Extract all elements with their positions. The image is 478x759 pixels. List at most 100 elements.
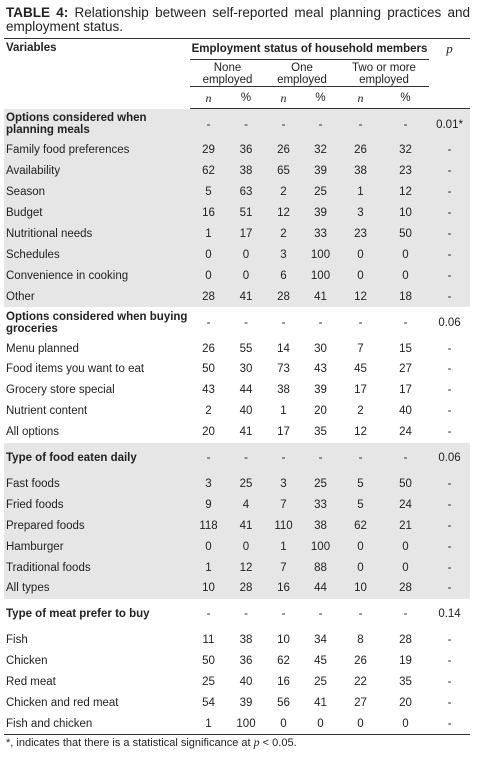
percent-cell: 28 bbox=[399, 634, 412, 647]
p-value-cell: - bbox=[447, 290, 452, 303]
count-cell: - bbox=[358, 118, 363, 131]
row-label: Fast foods bbox=[6, 478, 60, 491]
section-row: Type of meat prefer to buy - - - - - - 0.14 bbox=[4, 599, 470, 630]
count-cell: 16 bbox=[277, 582, 290, 595]
percent-cell: 25 bbox=[314, 676, 327, 689]
count-cell: - bbox=[358, 608, 363, 621]
row-label: Hamburger bbox=[6, 540, 64, 553]
percent-cell: 20 bbox=[399, 697, 412, 710]
n-header: n bbox=[339, 88, 382, 109]
table-body: Options considered when planning meals - -… bbox=[4, 108, 471, 736]
percent-cell: 55 bbox=[239, 342, 253, 355]
table-row: Fish 11 38 10 34 8 28 - bbox=[4, 630, 470, 651]
p-value-cell: - bbox=[447, 478, 452, 491]
group-header-two-plus: Two or more employed bbox=[339, 60, 430, 89]
percent-cell: 100 bbox=[310, 269, 331, 282]
percent-cell: - bbox=[318, 608, 323, 621]
percent-cell: 24 bbox=[399, 498, 412, 511]
percent-cell: 17 bbox=[239, 228, 253, 240]
percent-cell: 41 bbox=[239, 426, 253, 439]
percent-cell: - bbox=[318, 452, 323, 465]
row-label: Fish bbox=[6, 634, 28, 647]
p-value-cell: - bbox=[447, 269, 452, 282]
count-cell: 10 bbox=[277, 634, 290, 647]
count-cell: 62 bbox=[202, 165, 215, 178]
percent-cell: 44 bbox=[239, 384, 253, 397]
count-cell: 2 bbox=[205, 405, 212, 418]
count-cell: 26 bbox=[354, 655, 367, 668]
row-label: Budget bbox=[6, 207, 43, 220]
count-cell: 16 bbox=[277, 676, 290, 689]
count-cell: 14 bbox=[277, 342, 290, 355]
count-cell: 17 bbox=[354, 384, 367, 397]
row-label: All types bbox=[6, 582, 50, 595]
p-value-cell: - bbox=[447, 144, 452, 157]
percent-cell: 33 bbox=[314, 498, 327, 511]
variables-header: Variables bbox=[4, 38, 190, 109]
p-value-cell: - bbox=[447, 342, 452, 355]
table-row: All options 20 41 17 35 12 24 - bbox=[4, 422, 470, 443]
table-row: Hamburger 0 0 1 100 0 0 - bbox=[4, 536, 471, 558]
count-cell: 0 bbox=[205, 269, 212, 282]
section-row: Options considered when buying groceries… bbox=[4, 307, 470, 338]
count-cell: - bbox=[206, 452, 211, 465]
p-value-cell: - bbox=[447, 540, 452, 553]
percent-cell: 25 bbox=[239, 478, 253, 491]
footnote: *, indicates that there is a statistical… bbox=[6, 735, 297, 749]
percent-cell: 0 bbox=[402, 561, 409, 574]
percent-cell: - bbox=[244, 118, 248, 131]
count-cell: - bbox=[281, 316, 286, 329]
count-cell: 0 bbox=[357, 561, 364, 574]
percent-cell: 36 bbox=[239, 655, 253, 668]
row-label: Availability bbox=[6, 165, 61, 178]
percent-cell: - bbox=[244, 452, 248, 465]
p-value-cell: - bbox=[447, 405, 452, 418]
percent-cell: - bbox=[244, 316, 248, 329]
count-cell: - bbox=[281, 118, 286, 131]
percent-cell: 39 bbox=[239, 697, 253, 710]
row-label: Red meat bbox=[6, 676, 56, 689]
count-cell: 5 bbox=[205, 186, 212, 199]
count-cell: 2 bbox=[280, 186, 287, 199]
table-caption: TABLE 4: Relationship between self-repor… bbox=[6, 6, 470, 34]
percent-cell: 0 bbox=[402, 248, 409, 261]
table-row: Schedules 0 0 3 100 0 0 - bbox=[4, 244, 471, 266]
count-cell: 1 bbox=[190, 713, 227, 736]
table-row: Menu planned 26 55 14 30 7 15 - bbox=[4, 338, 470, 359]
percent-cell: - bbox=[403, 452, 408, 465]
percent-cell: 21 bbox=[399, 519, 412, 532]
percent-cell: 0 bbox=[242, 269, 250, 282]
percent-cell: 39 bbox=[314, 165, 327, 178]
table-row: All types 10 28 16 44 10 28 - bbox=[4, 578, 471, 599]
percent-cell: 35 bbox=[399, 676, 412, 689]
percent-cell: 32 bbox=[314, 144, 327, 157]
count-cell: 10 bbox=[202, 582, 215, 595]
row-label: Grocery store special bbox=[6, 384, 115, 397]
count-cell: 43 bbox=[202, 384, 215, 397]
count-cell: 54 bbox=[202, 697, 215, 710]
count-cell: 26 bbox=[277, 144, 290, 157]
count-cell: 0 bbox=[357, 269, 364, 282]
count-cell: 0 bbox=[357, 540, 364, 553]
count-cell: 5 bbox=[357, 478, 364, 491]
count-cell: - bbox=[206, 118, 211, 131]
percent-cell: 17 bbox=[399, 384, 412, 397]
employment-header: Employment status of household members bbox=[190, 38, 430, 60]
count-cell: 12 bbox=[354, 290, 367, 303]
table-row: Red meat 25 40 16 25 22 35 - bbox=[4, 672, 470, 693]
count-cell: 1 bbox=[205, 228, 212, 240]
percent-cell: 0 bbox=[302, 713, 339, 736]
percent-cell: 23 bbox=[399, 165, 412, 178]
table-row: Family food preferences 29 36 26 32 26 32 - bbox=[4, 140, 471, 161]
p-header: p bbox=[429, 38, 471, 60]
p-value-cell: - bbox=[447, 634, 452, 647]
count-cell: - bbox=[358, 316, 363, 329]
p-value-cell: - bbox=[447, 384, 452, 397]
percent-cell: 41 bbox=[314, 697, 327, 710]
count-cell: - bbox=[358, 452, 363, 465]
section-label: Options considered when planning meals bbox=[6, 112, 147, 137]
count-cell: - bbox=[206, 608, 211, 621]
count-cell: 3 bbox=[280, 478, 287, 491]
p-value-cell: - bbox=[447, 498, 452, 511]
p-value-cell: - bbox=[447, 165, 452, 178]
